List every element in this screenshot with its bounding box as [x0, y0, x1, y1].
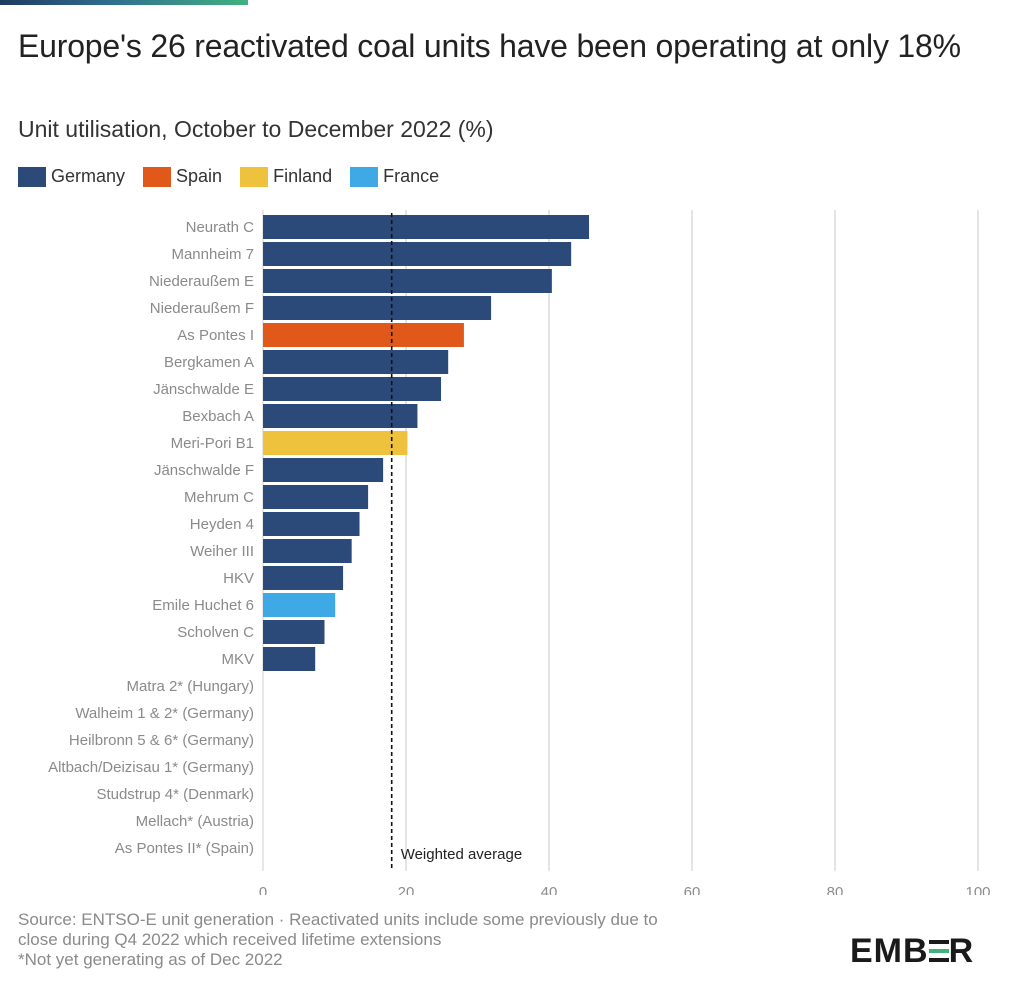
- category-label: Niederaußem E: [149, 273, 254, 290]
- legend-swatch-germany: [18, 166, 46, 187]
- category-label: Matra 2* (Hungary): [126, 678, 254, 695]
- x-tick-label: 100: [965, 884, 990, 895]
- x-tick-label: 60: [684, 884, 701, 895]
- legend-item-france: France: [350, 166, 439, 187]
- category-label: Altbach/Deizisau 1* (Germany): [48, 759, 254, 776]
- category-label: Emile Huchet 6: [152, 597, 254, 614]
- legend: Germany Spain Finland France: [18, 166, 439, 187]
- category-label: As Pontes I: [177, 327, 254, 344]
- chart-title: Europe's 26 reactivated coal units have …: [18, 28, 961, 64]
- bar: [263, 350, 449, 374]
- category-label: MKV: [221, 651, 254, 668]
- category-label: Jänschwalde F: [154, 462, 254, 479]
- category-label: Scholven C: [177, 624, 254, 641]
- category-label: Bexbach A: [182, 408, 254, 425]
- legend-label-germany: Germany: [51, 166, 126, 186]
- bar: [263, 404, 418, 428]
- category-label: Mannheim 7: [171, 246, 254, 263]
- legend-label-france: France: [383, 166, 440, 186]
- legend-item-spain: Spain: [143, 166, 222, 187]
- legend-item-germany: Germany: [18, 166, 125, 187]
- legend-item-finland: Finland: [240, 166, 332, 187]
- category-label: HKV: [223, 570, 254, 587]
- x-tick-label: 0: [259, 884, 267, 895]
- category-label: Mehrum C: [184, 489, 254, 506]
- legend-swatch-finland: [240, 166, 269, 187]
- x-tick-label: 40: [541, 884, 558, 895]
- category-label: Walheim 1 & 2* (Germany): [75, 705, 254, 722]
- x-tick-label: 80: [827, 884, 844, 895]
- bar: [263, 512, 360, 536]
- bar: [263, 620, 325, 644]
- category-label: Weiher III: [190, 543, 254, 560]
- bar: [263, 215, 590, 239]
- category-label: Heyden 4: [190, 516, 254, 533]
- bar: [263, 539, 352, 563]
- category-label: Meri-Pori B1: [171, 435, 254, 452]
- category-label: Heilbronn 5 & 6* (Germany): [69, 732, 254, 749]
- category-label: Mellach* (Austria): [136, 813, 254, 830]
- legend-swatch-spain: [143, 166, 172, 187]
- ember-logo: EMB R: [850, 932, 975, 970]
- bar: [263, 296, 492, 320]
- legend-label-spain: Spain: [176, 166, 223, 186]
- top-accent-bar: [0, 0, 248, 5]
- weighted-average-label: Weighted average: [401, 846, 522, 863]
- category-label: Bergkamen A: [164, 354, 254, 371]
- source-line-2: close during Q4 2022 which received life…: [18, 930, 442, 949]
- chart-subtitle: Unit utilisation, October to December 20…: [18, 116, 494, 142]
- bar: [263, 566, 344, 590]
- footnote: *Not yet generating as of Dec 2022: [18, 950, 283, 969]
- source-line-1: Source: ENTSO-E unit generation · Reacti…: [18, 910, 658, 929]
- bar: [263, 485, 369, 509]
- legend-swatch-france: [350, 166, 379, 187]
- legend-label-finland: Finland: [273, 166, 333, 186]
- category-label: Neurath C: [186, 219, 255, 236]
- bar: [263, 431, 408, 455]
- bar: [263, 269, 552, 293]
- bar: [263, 377, 442, 401]
- x-tick-label: 20: [398, 884, 415, 895]
- bar: [263, 323, 464, 347]
- bar: [263, 647, 316, 671]
- bar: [263, 593, 336, 617]
- bar-chart: 0 20 40 60 80 100 Neurath C Mannheim 7 Niederauß…: [48, 210, 991, 895]
- bar: [263, 458, 384, 482]
- category-label: As Pontes II* (Spain): [115, 840, 254, 857]
- category-label: Niederaußem F: [150, 300, 254, 317]
- category-label: Studstrup 4* (Denmark): [96, 786, 254, 803]
- bar: [263, 242, 572, 266]
- category-label: Jänschwalde E: [153, 381, 254, 398]
- footer: Source: ENTSO-E unit generation · Reacti…: [18, 910, 818, 970]
